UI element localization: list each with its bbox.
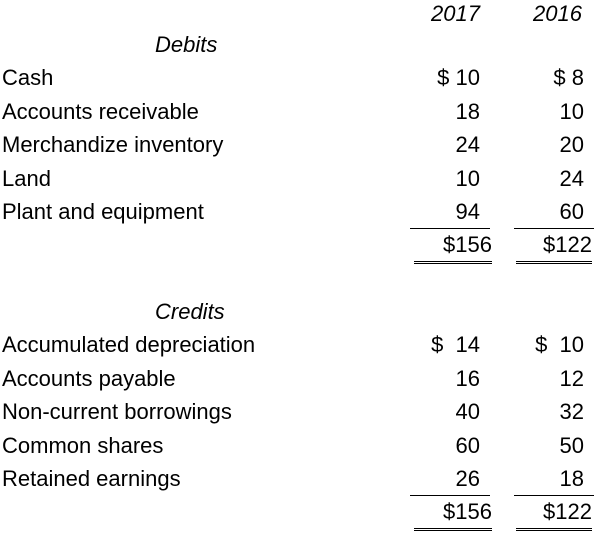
credits-table: Accumulated depreciation $ 14 $ 10 Accou… — [0, 328, 596, 531]
value-2017: 94 — [400, 195, 490, 229]
row-label: Accumulated depreciation — [2, 332, 256, 357]
value-2016: $ 8 — [553, 65, 584, 90]
total-row: $156 $122 — [0, 496, 596, 531]
table-row: Retained earnings 26 18 — [0, 462, 596, 496]
row-label: Accounts payable — [2, 365, 176, 391]
value-2017: 24 — [455, 132, 480, 157]
value-2016: 10 — [559, 98, 584, 124]
table-row: Cash $ 10 $ 8 — [0, 61, 596, 95]
value-2017: 40 — [455, 399, 480, 424]
table-row: Land 10 24 — [0, 162, 596, 196]
total-row: $156 $122 — [0, 229, 596, 264]
value-2016: $ 10 — [535, 332, 584, 357]
total-2016: $122 — [516, 229, 592, 264]
value-2017: 18 — [455, 98, 480, 124]
year-header-2017: 2017 — [431, 1, 480, 26]
value-2017: $ 14 — [431, 332, 480, 357]
table-row: Accumulated depreciation $ 14 $ 10 — [0, 328, 596, 362]
year-header-2016: 2016 — [533, 1, 582, 26]
value-2016: 18 — [502, 462, 594, 496]
value-2016: 12 — [559, 365, 584, 391]
table-row: Non-current borrowings 40 32 — [0, 395, 596, 429]
table-row: Plant and equipment 94 60 — [0, 195, 596, 229]
value-2016: 24 — [559, 165, 584, 191]
row-label: Land — [2, 165, 51, 191]
total-2016: $122 — [516, 496, 592, 531]
table-row: Merchandize inventory 24 20 — [0, 128, 596, 162]
row-label: Common shares — [2, 432, 164, 458]
total-2017: $156 — [414, 229, 492, 264]
total-2017: $156 — [414, 496, 492, 531]
table-row: Accounts receivable 18 10 — [0, 95, 596, 129]
debits-table: Cash $ 10 $ 8 Accounts receivable 18 10 … — [0, 61, 596, 264]
debits-title: Debits — [155, 32, 218, 57]
value-2016: 60 — [502, 195, 594, 229]
value-2017: $ 10 — [437, 65, 480, 90]
value-2016: 20 — [559, 132, 584, 157]
row-label: Accounts receivable — [2, 98, 199, 124]
row-label: Cash — [2, 65, 54, 90]
value-2017: 10 — [455, 165, 480, 191]
row-label: Merchandize inventory — [2, 132, 224, 157]
table-row: Common shares 60 50 — [0, 429, 596, 463]
row-label: Non-current borrowings — [2, 399, 232, 424]
value-2016: 32 — [559, 399, 584, 424]
row-label: Retained earnings — [2, 466, 181, 491]
table-row: Accounts payable 16 12 — [0, 362, 596, 396]
row-label: Plant and equipment — [2, 199, 204, 224]
value-2016: 50 — [559, 432, 584, 458]
credits-title: Credits — [155, 299, 225, 324]
value-2017: 26 — [400, 462, 490, 496]
value-2017: 60 — [455, 432, 480, 458]
value-2017: 16 — [455, 365, 480, 391]
